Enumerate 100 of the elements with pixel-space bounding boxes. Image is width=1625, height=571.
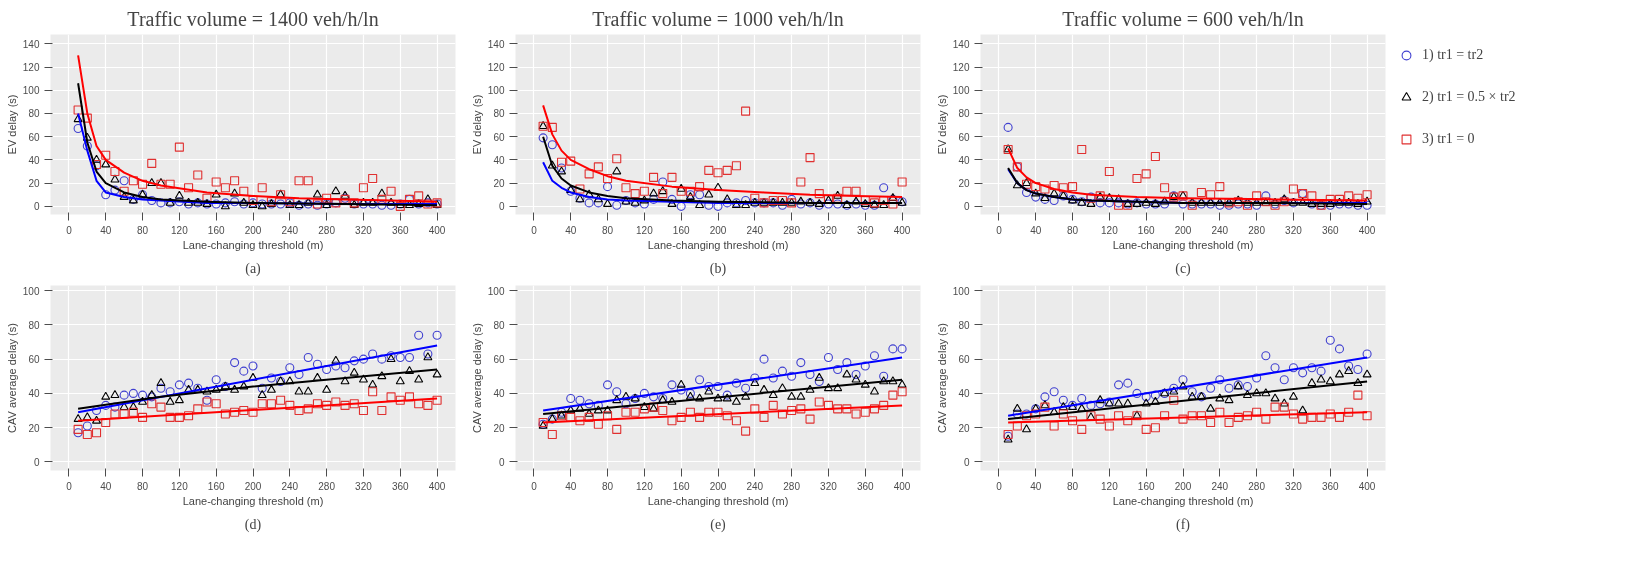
x-tick-label: 0 [996,480,1003,492]
x-tick-label: 200 [709,224,727,236]
x-tick-label: 360 [1321,480,1340,492]
y-tick-label: 120 [22,62,40,74]
x-tick-label: 240 [746,480,764,492]
chart-title: Traffic volume = 1000 veh/h/ln [592,7,844,30]
text: (f) [1176,516,1191,533]
x-tick-label: 200 [244,480,262,492]
x-tick-label: 320 [1285,224,1303,236]
text: (c) [1175,260,1192,277]
y-tick-label: 0 [498,456,505,468]
y-tick-label: 140 [22,38,40,50]
y-tick-label: 20 [958,178,970,190]
y-tick-label: 140 [487,38,505,50]
x-tick-label: 320 [820,224,838,236]
y-tick-label: 100 [952,285,970,297]
y-tick-label: 100 [952,85,970,97]
text: (e) [710,516,727,533]
y-axis-title: CAV average delay (s) [5,323,18,433]
y-tick-label: 60 [958,354,970,366]
x-axis-title: Lane-changing threshold (m) [647,238,789,251]
x-tick-label: 0 [996,224,1003,236]
x-axis-title: Lane-changing threshold (m) [1112,238,1254,251]
x-tick-label: 40 [100,480,112,492]
x-tick-label: 80 [1066,480,1079,492]
x-tick-label: 320 [355,480,373,492]
x-tick-label: 160 [1137,480,1155,492]
y-tick-label: 40 [493,388,505,400]
text: (a) [245,260,262,277]
x-tick-label: 240 [1211,224,1229,236]
y-tick-label: 80 [28,108,40,120]
y-tick-label: 140 [952,38,970,50]
y-tick-label: 60 [958,131,970,143]
x-tick-label: 360 [1321,224,1340,236]
x-tick-label: 80 [136,224,149,236]
x-tick-label: 200 [244,224,262,236]
x-tick-label: 0 [531,480,538,492]
y-tick-label: 80 [958,319,970,331]
y-tick-label: 40 [493,154,505,166]
y-tick-label: 20 [28,178,40,190]
text: (b) [709,260,727,277]
x-tick-label: 240 [1211,480,1229,492]
x-tick-label: 360 [391,480,410,492]
y-tick-label: 120 [487,62,505,74]
x-tick-label: 0 [531,224,538,236]
x-tick-label: 120 [171,224,189,236]
y-tick-label: 60 [28,131,40,143]
y-tick-label: 40 [958,388,970,400]
x-tick-label: 160 [672,480,690,492]
y-tick-label: 0 [963,456,970,468]
y-tick-label: 20 [493,178,505,190]
text: (d) [244,516,262,533]
x-tick-label: 120 [636,480,654,492]
x-tick-label: 120 [636,224,654,236]
x-tick-label: 320 [1285,480,1303,492]
y-tick-label: 60 [493,354,505,366]
y-tick-label: 100 [22,285,40,297]
y-tick-label: 40 [28,154,40,166]
y-tick-label: 80 [493,108,505,120]
chart-title: Traffic volume = 600 veh/h/ln [1062,7,1304,30]
y-tick-label: 100 [487,85,505,97]
legend-label: 3) tr1 = 0 [1422,131,1475,147]
x-tick-label: 320 [820,480,838,492]
y-tick-label: 0 [33,456,40,468]
x-axis-title: Lane-changing threshold (m) [182,238,324,251]
x-tick-label: 240 [281,480,299,492]
x-tick-label: 400 [1358,224,1376,236]
x-axis-title: Lane-changing threshold (m) [647,494,789,507]
y-tick-label: 100 [487,285,505,297]
x-tick-label: 160 [1137,224,1155,236]
x-tick-label: 240 [746,224,764,236]
y-tick-label: 20 [493,422,505,434]
x-tick-label: 400 [1358,480,1376,492]
y-tick-label: 0 [33,201,40,213]
y-tick-label: 80 [28,319,40,331]
y-tick-label: 60 [28,354,40,366]
x-tick-label: 40 [565,224,577,236]
y-axis-title: CAV average delay (s) [470,323,483,433]
legend-label: 1) tr1 = tr2 [1422,47,1484,63]
x-tick-label: 280 [318,480,336,492]
x-tick-label: 400 [428,480,446,492]
x-tick-label: 360 [856,224,875,236]
x-tick-label: 80 [601,480,614,492]
x-tick-label: 280 [1248,480,1266,492]
y-tick-label: 100 [22,85,40,97]
y-axis-title: EV delay (s) [5,94,18,155]
y-tick-label: 120 [952,62,970,74]
y-tick-label: 40 [28,388,40,400]
x-tick-label: 40 [1030,224,1042,236]
x-axis-title: Lane-changing threshold (m) [1112,494,1254,507]
x-tick-label: 240 [281,224,299,236]
x-tick-label: 360 [391,224,410,236]
x-tick-label: 0 [66,224,73,236]
y-axis-title: EV delay (s) [935,94,948,155]
x-tick-label: 280 [318,224,336,236]
x-axis-title: Lane-changing threshold (m) [182,494,324,507]
x-tick-label: 400 [893,224,911,236]
x-tick-label: 280 [783,480,801,492]
legend-label: 2) tr1 = 0.5 × tr2 [1422,89,1516,105]
x-tick-label: 80 [1066,224,1079,236]
